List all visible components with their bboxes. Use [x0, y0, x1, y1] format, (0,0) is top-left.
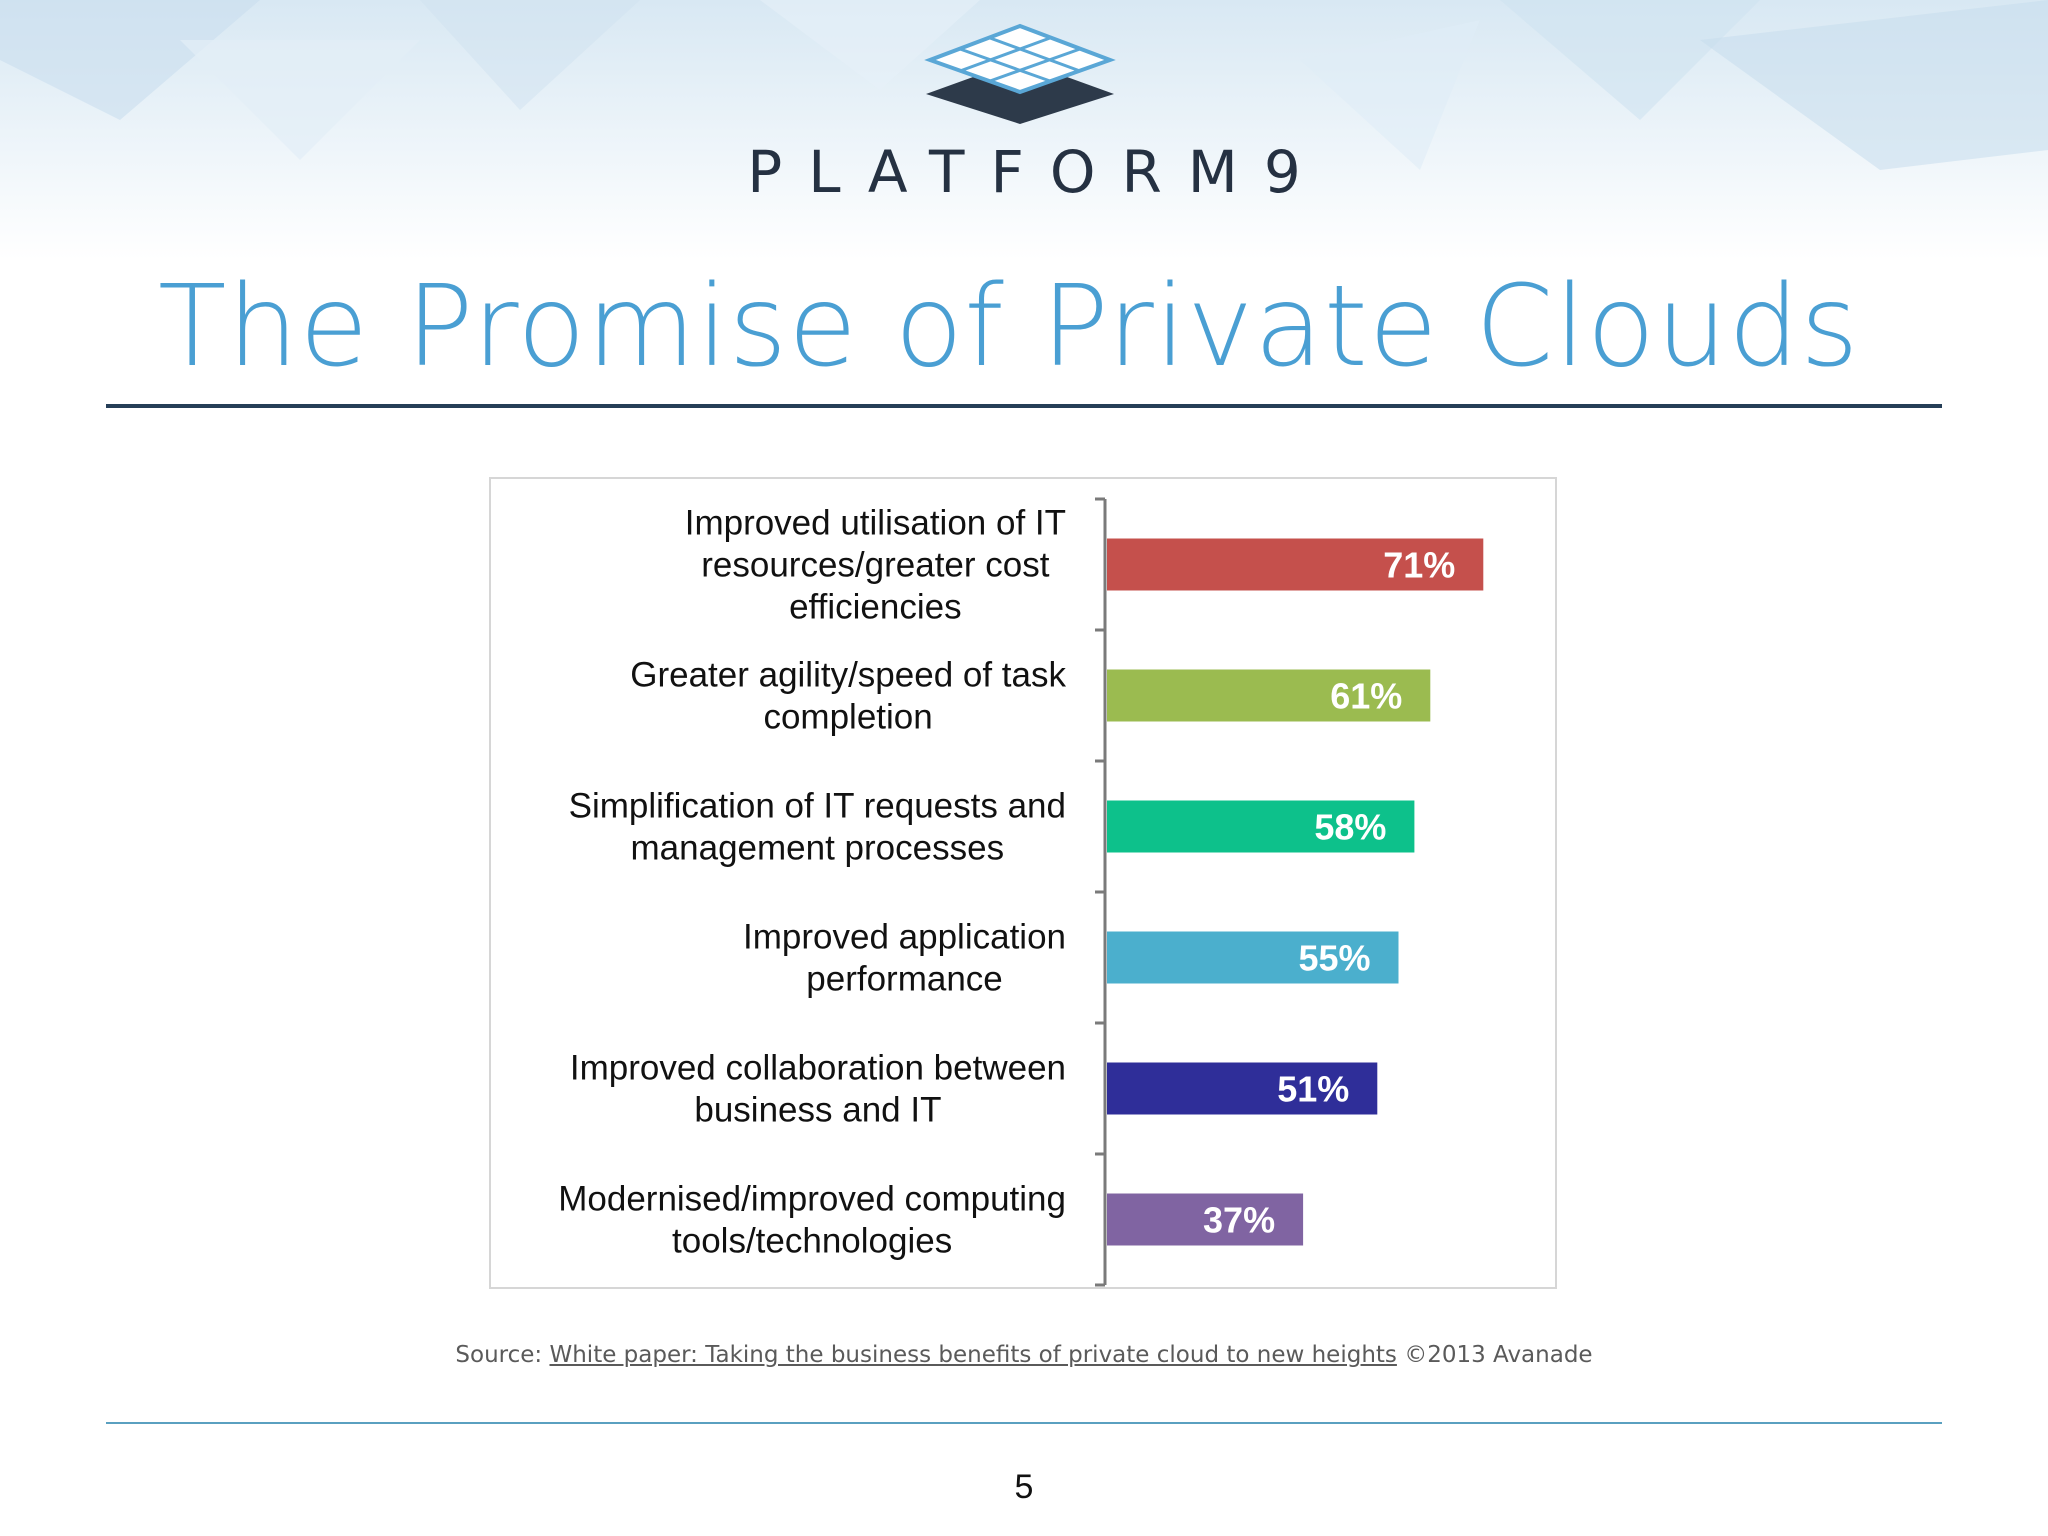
- page-number: 5: [1014, 1468, 1034, 1506]
- category-label: Improved application: [743, 918, 1066, 957]
- category-label: Improved collaboration between: [570, 1049, 1066, 1088]
- grid-tile-logo-icon: [924, 23, 1116, 124]
- bar-1: [1107, 538, 1484, 591]
- bar-5: [1107, 1062, 1378, 1115]
- brand-wordmark: PLATFORM9: [747, 138, 1327, 206]
- source-prefix: Source:: [455, 1342, 550, 1368]
- category-label: business and IT: [694, 1091, 941, 1130]
- bar-value-label: 51%: [1277, 1069, 1349, 1110]
- category-label: Modernised/improved computing: [558, 1180, 1066, 1219]
- bar-6: [1107, 1193, 1304, 1246]
- bar-2: [1107, 669, 1431, 722]
- bar-value-label: 55%: [1298, 938, 1370, 979]
- source-link[interactable]: White paper: Taking the business benefit…: [549, 1342, 1397, 1368]
- bar-value-label: 61%: [1330, 676, 1402, 717]
- slide-title: The Promise of Private Clouds: [158, 262, 1860, 392]
- category-label: tools/technologies: [672, 1222, 952, 1261]
- chart-panel: 71% Improved utilisation of IT resources/g…: [489, 477, 1557, 1289]
- category-label: management processes: [631, 829, 1005, 868]
- category-label: performance: [806, 960, 1002, 999]
- footer-divider: [106, 1422, 1942, 1424]
- source-suffix: ©2013 Avanade: [1396, 1342, 1593, 1368]
- category-label: resources/greater cost: [701, 546, 1049, 585]
- title-divider: [106, 404, 1942, 408]
- category-label: Simplification of IT requests and: [569, 787, 1066, 826]
- bar-value-label: 37%: [1203, 1200, 1275, 1241]
- bar-value-label: 58%: [1314, 807, 1386, 848]
- bar-3: [1107, 800, 1415, 853]
- category-label: completion: [763, 698, 932, 737]
- bar-chart: 71% Improved utilisation of ITresources/g…: [558, 497, 1484, 1287]
- category-label: Improved utilisation of IT: [685, 504, 1066, 543]
- bar-value-label: 71%: [1383, 545, 1455, 586]
- category-label: efficiencies: [789, 588, 962, 627]
- source-citation: Source: White paper: Taking the business…: [0, 1342, 2048, 1368]
- category-label: Greater agility/speed of task: [630, 656, 1066, 695]
- bar-4: [1107, 931, 1399, 984]
